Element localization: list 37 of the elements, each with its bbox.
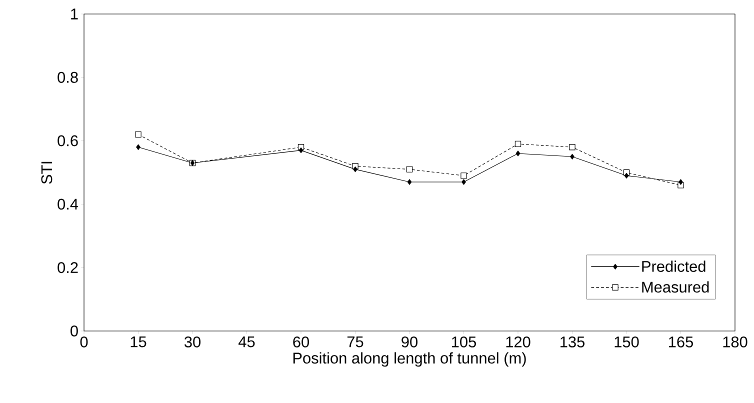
point	[353, 166, 358, 172]
x-tick-label: 105	[452, 336, 476, 348]
point	[624, 172, 629, 178]
point	[569, 144, 576, 150]
x-tick-label: 45	[238, 336, 255, 348]
y-axis-title: STI	[41, 162, 52, 184]
point	[135, 131, 142, 138]
y-tick-label: 0.2	[58, 262, 78, 274]
x-tick-label: 15	[130, 336, 146, 348]
point	[678, 179, 683, 185]
point	[462, 179, 466, 185]
x-tick-label: 0	[80, 336, 88, 348]
x-tick-label: 90	[402, 336, 418, 348]
point	[570, 154, 574, 160]
y-tick-label: 0	[70, 326, 78, 336]
point	[136, 144, 140, 150]
x-tick-label: 180	[723, 336, 748, 348]
legend-label: Predicted	[642, 260, 706, 272]
y-tick-label: 0.4	[58, 198, 78, 210]
y-tick-label: 0.6	[58, 135, 78, 146]
y-tick-label: 0.8	[58, 72, 78, 83]
x-tick-label: 30	[184, 336, 200, 348]
x-tick-label: 150	[614, 336, 639, 348]
x-tick-label: 75	[347, 336, 364, 348]
point	[407, 179, 412, 185]
point	[406, 166, 413, 172]
point	[516, 150, 520, 156]
point	[460, 172, 467, 179]
x-axis-title: Position along length of tunnel (m)	[293, 352, 526, 367]
x-tick-label: 135	[560, 336, 584, 348]
x-tick-label: 60	[293, 336, 309, 348]
point	[514, 140, 522, 148]
y-tick-label: 1	[71, 8, 78, 20]
legend-label: Measured	[642, 281, 709, 293]
x-tick-label: 120	[506, 336, 530, 348]
point	[298, 147, 304, 154]
x-tick-label: 165	[669, 336, 693, 348]
